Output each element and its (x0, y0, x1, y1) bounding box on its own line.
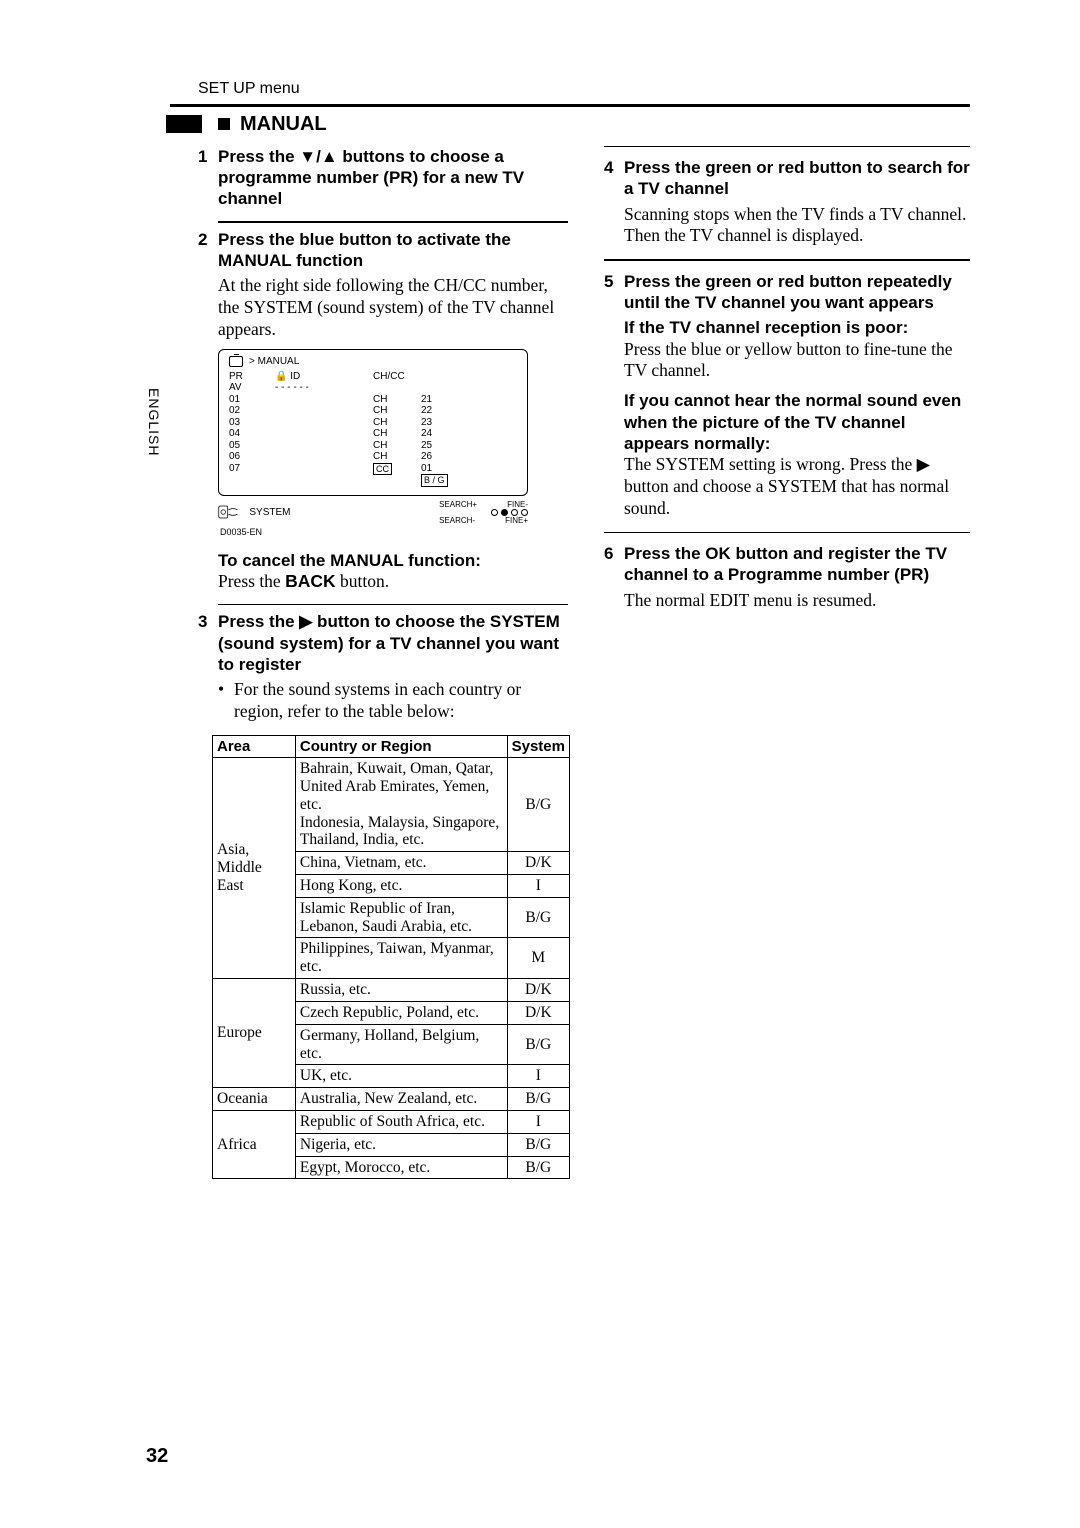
step-heading: Press the blue button to activate the MA… (218, 229, 568, 272)
arrow-icon (166, 115, 202, 133)
area-cell: Asia, Middle East (213, 758, 296, 979)
table-row: OceaniaAustralia, New Zealand, etc.B/G (213, 1088, 570, 1111)
cancel-heading: To cancel the MANUAL function: (218, 551, 568, 571)
remote-icon (218, 501, 243, 523)
step-number: 1 (198, 146, 218, 210)
step-heading: Press the ▶ button to choose the SYSTEM … (218, 611, 568, 675)
lock-icon: 🔒 (275, 371, 287, 383)
step-body: Scanning stops when the TV finds a TV ch… (624, 204, 970, 248)
step-3: 3 Press the ▶ button to choose the SYSTE… (198, 611, 568, 723)
system-table: Area Country or Region System Asia, Midd… (212, 735, 570, 1180)
header-rule (170, 104, 970, 107)
osd-col-header: PR (229, 371, 257, 383)
cancel-body: Press the BACK button. (218, 571, 568, 592)
table-header: Country or Region (295, 735, 507, 757)
system-cell: B/G (507, 1024, 569, 1065)
osd-code: D0035-EN (220, 527, 528, 537)
system-cell: D/K (507, 1001, 569, 1024)
step-number: 4 (604, 157, 624, 200)
step-number: 5 (604, 271, 624, 314)
system-cell: I (507, 1110, 569, 1133)
subsection-heading: If you cannot hear the normal sound even… (624, 390, 970, 454)
region-cell: Russia, etc. (295, 979, 507, 1002)
region-cell: Czech Republic, Poland, etc. (295, 1001, 507, 1024)
region-cell: Australia, New Zealand, etc. (295, 1088, 507, 1111)
step-6: 6 Press the OK button and register the T… (604, 543, 970, 611)
area-cell: Europe (213, 979, 296, 1088)
table-header: System (507, 735, 569, 757)
divider (604, 259, 970, 261)
title-row: MANUAL (166, 113, 970, 136)
step-5: 5 Press the green or red button repeated… (604, 271, 970, 520)
system-cell: B/G (507, 1133, 569, 1156)
step-4: 4 Press the green or red button to searc… (604, 157, 970, 247)
region-cell: China, Vietnam, etc. (295, 852, 507, 875)
square-bullet-icon (218, 118, 230, 130)
bullet-icon: • (218, 679, 234, 723)
step-body: The normal EDIT menu is resumed. (624, 590, 970, 612)
region-cell: Egypt, Morocco, etc. (295, 1156, 507, 1179)
tv-icon (229, 356, 243, 367)
region-cell: Philippines, Taiwan, Myanmar, etc. (295, 938, 507, 979)
page-number: 32 (146, 1445, 168, 1468)
section-title: MANUAL (240, 113, 327, 136)
step-number: 2 (198, 229, 218, 272)
table-header: Area (213, 735, 296, 757)
step-heading: Press the green or red button to search … (624, 157, 970, 200)
area-cell: Oceania (213, 1088, 296, 1111)
system-cell: B/G (507, 1156, 569, 1179)
region-cell: Republic of South Africa, etc. (295, 1110, 507, 1133)
subsection-body: The SYSTEM setting is wrong. Press the ▶… (624, 454, 970, 520)
step-heading: Press the ▼/▲ buttons to choose a progra… (218, 146, 568, 210)
region-cell: Hong Kong, etc. (295, 875, 507, 898)
step-heading: Press the green or red button repeatedly… (624, 271, 970, 314)
osd-col-header: ID (290, 371, 300, 382)
left-column: 1 Press the ▼/▲ buttons to choose a prog… (198, 146, 568, 1180)
divider (218, 604, 568, 606)
step-bullet: For the sound systems in each country or… (234, 679, 568, 723)
system-cell: I (507, 875, 569, 898)
osd-diagram: > MANUAL PR AV 01 02 03 04 05 06 07 (218, 349, 528, 537)
step-1: 1 Press the ▼/▲ buttons to choose a prog… (198, 146, 568, 210)
table-row: EuropeRussia, etc.D/K (213, 979, 570, 1002)
table-row: AfricaRepublic of South Africa, etc.I (213, 1110, 570, 1133)
system-cell: B/G (507, 1088, 569, 1111)
system-cell: I (507, 1065, 569, 1088)
system-cell: B/G (507, 897, 569, 938)
osd-id-dash: - - - - - - (275, 382, 355, 394)
divider (218, 221, 568, 223)
system-cell: D/K (507, 979, 569, 1002)
subsection-heading: If the TV channel reception is poor: (624, 317, 970, 338)
osd-system-label: SYSTEM (249, 507, 290, 518)
region-cell: Nigeria, etc. (295, 1133, 507, 1156)
step-number: 6 (604, 543, 624, 586)
subsection-body: Press the blue or yellow button to fine-… (624, 339, 970, 383)
step-2: 2 Press the blue button to activate the … (198, 229, 568, 592)
system-cell: M (507, 938, 569, 979)
area-cell: Africa (213, 1110, 296, 1178)
system-cell: D/K (507, 852, 569, 875)
language-tab: ENGLISH (146, 388, 162, 456)
step-number: 3 (198, 611, 218, 675)
step-body: At the right side following the CH/CC nu… (218, 275, 568, 341)
system-cell: B/G (507, 758, 569, 852)
osd-col-header: CH/CC (373, 371, 403, 383)
osd-breadcrumb: > MANUAL (249, 356, 299, 367)
section-header: SET UP menu (198, 80, 970, 98)
region-cell: UK, etc. (295, 1065, 507, 1088)
step-heading: Press the OK button and register the TV … (624, 543, 970, 586)
divider (604, 146, 970, 148)
divider (604, 532, 970, 534)
region-cell: Islamic Republic of Iran, Lebanon, Saudi… (295, 897, 507, 938)
table-row: Asia, Middle EastBahrain, Kuwait, Oman, … (213, 758, 570, 852)
right-column: 4 Press the green or red button to searc… (604, 146, 970, 1180)
region-cell: Bahrain, Kuwait, Oman, Qatar, United Ara… (295, 758, 507, 852)
region-cell: Germany, Holland, Belgium, etc. (295, 1024, 507, 1065)
